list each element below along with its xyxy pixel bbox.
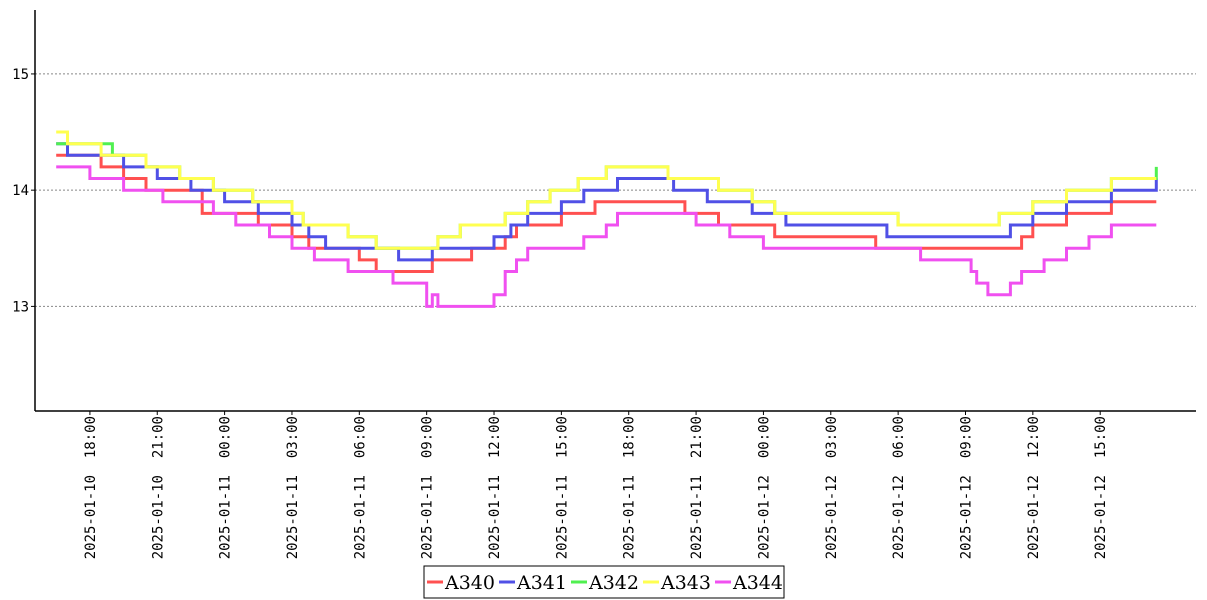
x-tick-label: 2025-01-10 18:00 [83, 416, 99, 559]
x-tick-label: 2025-01-11 00:00 [218, 416, 234, 559]
x-tick-label: 2025-01-11 12:00 [487, 416, 503, 559]
legend: A340 A341 A342 A343 A344 [423, 565, 785, 599]
legend-label: A342 [588, 572, 639, 594]
x-tick-label: 2025-01-12 12:00 [1026, 416, 1042, 559]
x-tick-label: 2025-01-11 18:00 [622, 416, 638, 559]
x-tick-label: 2025-01-11 06:00 [352, 416, 368, 559]
x-axis-ticks: 2025-01-10 18:00 2025-01-10 21:00 2025-01-… [83, 411, 1109, 559]
legend-label: A343 [660, 572, 711, 594]
x-tick-label: 2025-01-12 06:00 [891, 416, 907, 559]
x-tick-label: 2025-01-12 00:00 [756, 416, 772, 559]
x-tick-label: 2025-01-11 09:00 [420, 416, 436, 559]
x-tick-label: 2025-01-10 21:00 [150, 416, 166, 559]
legend-label: A341 [516, 572, 567, 594]
x-tick-label: 2025-01-11 03:00 [285, 416, 301, 559]
y-tick-label: 14 [12, 183, 29, 199]
x-tick-label: 2025-01-11 21:00 [689, 416, 705, 559]
legend-label: A344 [732, 572, 783, 594]
legend-label: A340 [444, 572, 495, 594]
series-lines [56, 130, 1158, 308]
series-line-a343 [56, 130, 1157, 250]
x-tick-label: 2025-01-12 15:00 [1093, 416, 1109, 559]
y-tick-label: 15 [12, 67, 29, 83]
series-line-a344 [56, 165, 1157, 308]
y-axis-ticks: 13 14 15 [12, 67, 35, 315]
x-tick-label: 2025-01-12 09:00 [958, 416, 974, 559]
x-tick-label: 2025-01-11 15:00 [554, 416, 570, 559]
x-tick-label: 2025-01-12 03:00 [824, 416, 840, 559]
series-line-a341 [56, 142, 1158, 262]
y-tick-label: 13 [12, 299, 29, 315]
